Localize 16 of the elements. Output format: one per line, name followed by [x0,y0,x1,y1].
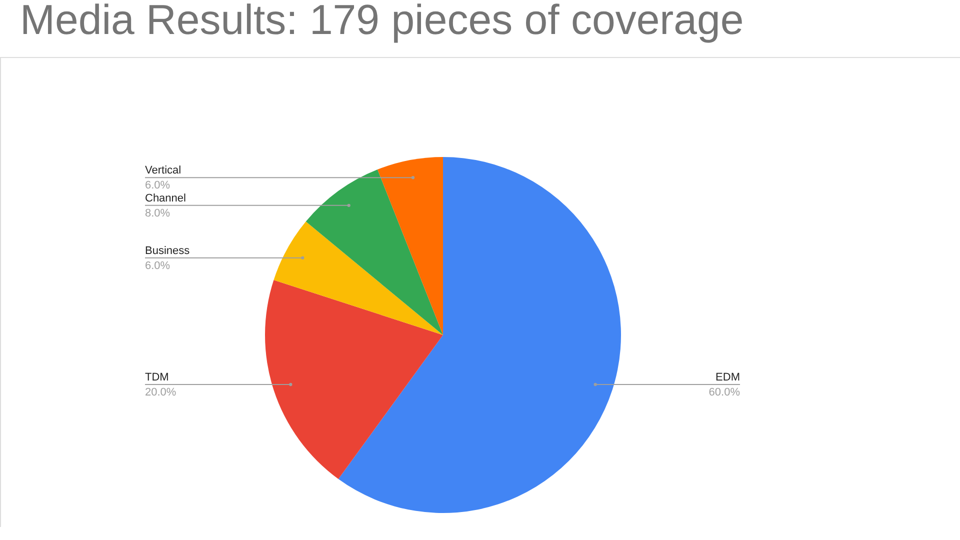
slice-label: TDM [145,372,169,384]
data-label: 6.0% [145,180,170,192]
pie-slice [306,170,443,335]
pie-slice [265,280,443,480]
data-label: 20.0% [145,386,176,399]
data-label: 60.0% [708,386,740,399]
slice-label: Vertical [145,164,182,177]
slice-label: Channel [145,192,186,204]
slice-label: Business [145,244,190,257]
chart-title: Media Results: 179 pieces of coverage [20,0,744,43]
pie-slice [377,157,443,335]
pie-slice [338,157,621,513]
slice-label: EDM [716,372,740,384]
data-label: 8.0% [145,207,170,220]
pie-slice [274,222,443,335]
data-label: 6.0% [145,260,170,272]
